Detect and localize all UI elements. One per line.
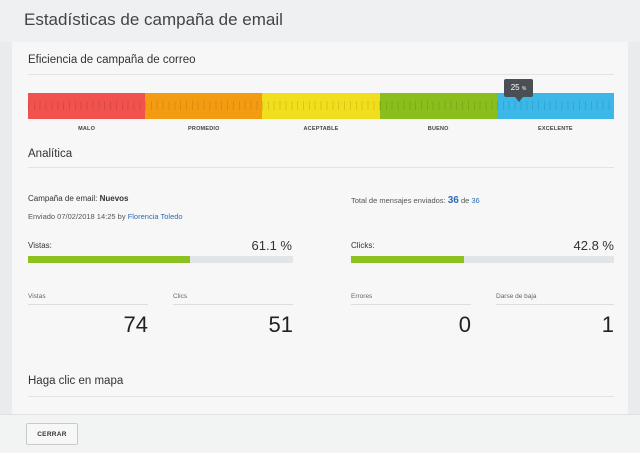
sent-prefix: Enviado 07/02/2018 14:25 by xyxy=(28,212,126,221)
divider xyxy=(28,74,614,75)
pointer-value: 25 xyxy=(510,83,520,92)
scale-segment-aceptable xyxy=(262,93,380,119)
stat-value-clics: 51 xyxy=(268,312,293,337)
scale-labels: MALO PROMEDIO ACEPTABLE BUENO EXCELENTE xyxy=(28,126,614,132)
pointer-unit: % xyxy=(521,86,527,92)
stat-divider xyxy=(496,304,614,305)
scale-segment-bueno xyxy=(379,93,497,119)
total-sent-info: Total de mensajes enviados: 36 de 36 xyxy=(351,195,480,206)
divider xyxy=(28,167,614,168)
stat-divider xyxy=(351,304,471,305)
sent-info: Enviado 07/02/2018 14:25 by Florencia To… xyxy=(28,212,183,221)
scale-segment-malo xyxy=(28,93,146,119)
stat-value-vistas: 74 xyxy=(123,312,148,337)
close-button[interactable]: CERRAR xyxy=(26,423,78,445)
scale-label-bueno: BUENO xyxy=(427,126,449,132)
views-progress-fill xyxy=(28,256,190,263)
modal-footer: CERRAR xyxy=(0,414,640,453)
clicks-progress-track xyxy=(351,256,614,263)
total-prefix: Total de mensajes enviados: xyxy=(351,196,446,205)
stat-label-darse-de-baja: Darse de baja xyxy=(496,293,537,300)
campaign-info: Campaña de email: Nuevos xyxy=(28,194,129,203)
campaign-name: Nuevos xyxy=(99,194,129,203)
efficiency-pointer: 25 % xyxy=(504,79,533,102)
content-panel: Eficiencia de campaña de correo 25 % MAL… xyxy=(12,42,628,414)
stat-label-vistas: Vistas xyxy=(28,293,46,300)
views-progress-track xyxy=(28,256,293,263)
campaign-label: Campaña de email: xyxy=(28,194,98,203)
stat-label-clics: Clics xyxy=(173,293,188,300)
analytics-section-title: Analítica xyxy=(28,148,73,160)
efficiency-scale xyxy=(28,93,615,119)
scale-segment-promedio xyxy=(145,93,263,119)
scale-label-promedio: PROMEDIO xyxy=(188,126,220,132)
clicks-label: Clicks: xyxy=(351,241,375,250)
scale-label-excelente: EXCELENTE xyxy=(538,126,573,132)
stat-divider xyxy=(173,304,293,305)
stat-label-errores: Errores xyxy=(351,293,373,300)
clicks-progress-fill xyxy=(351,256,464,263)
sender-link[interactable]: Florencia Toledo xyxy=(127,212,183,221)
views-percent: 61.1 % xyxy=(251,238,292,253)
efficiency-section-title: Eficiencia de campaña de correo xyxy=(28,54,196,66)
scale-label-aceptable: ACEPTABLE xyxy=(303,126,339,132)
stat-value-darse-de-baja: 1 xyxy=(601,312,614,337)
modal-header: Estadísticas de campaña de email xyxy=(0,0,640,42)
clicks-percent: 42.8 % xyxy=(573,238,614,253)
views-label: Vistas: xyxy=(28,241,52,250)
map-section-title: Haga clic en mapa xyxy=(28,375,124,387)
scale-label-malo: MALO xyxy=(78,126,96,132)
stat-value-errores: 0 xyxy=(458,312,471,337)
total-sent-link[interactable]: 36 xyxy=(447,195,459,206)
total-count-link[interactable]: 36 xyxy=(471,196,480,205)
total-of: de xyxy=(460,196,470,205)
divider xyxy=(28,396,614,397)
page-title: Estadísticas de campaña de email xyxy=(24,10,283,29)
stat-divider xyxy=(28,304,148,305)
